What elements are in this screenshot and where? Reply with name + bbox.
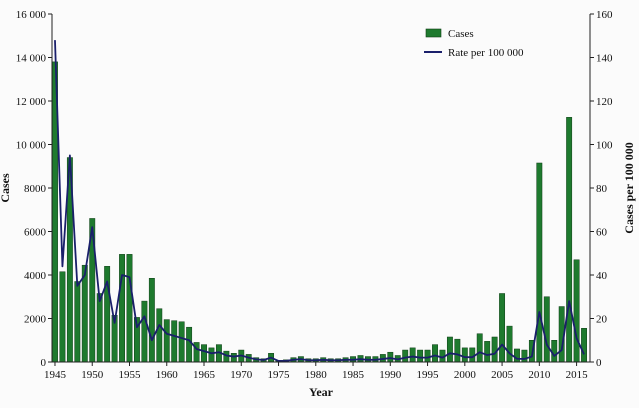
bar-1955 xyxy=(126,254,133,363)
bar-2007 xyxy=(514,348,520,363)
y-tick-label: 8000 xyxy=(24,183,47,195)
bar-1995 xyxy=(424,349,431,363)
y2-tick-label: 120 xyxy=(596,96,613,108)
bar-1969 xyxy=(230,353,237,363)
bar-1957 xyxy=(141,300,148,363)
y-tick-label: 0 xyxy=(41,357,47,369)
y-axis-title: Cases xyxy=(0,173,12,203)
x-tick-label: 2010 xyxy=(528,369,551,381)
y2-tick-label: 140 xyxy=(596,53,613,65)
bar-1996 xyxy=(432,344,438,363)
bar-1946 xyxy=(59,271,66,363)
y2-tick-label: 80 xyxy=(596,183,608,195)
bar-1949 xyxy=(81,264,88,363)
rate-line xyxy=(54,40,585,362)
rate-line-layer xyxy=(54,40,585,362)
bar-1963 xyxy=(186,326,193,363)
bar-1999 xyxy=(454,338,461,363)
legend-cases-swatch xyxy=(425,28,442,38)
y-tick-label: 4000 xyxy=(24,270,47,282)
x-tick-label: 1990 xyxy=(379,369,402,381)
x-tick-label: 1995 xyxy=(417,369,440,381)
bar-1964 xyxy=(193,342,200,363)
bar-1992 xyxy=(402,349,409,363)
bar-1962 xyxy=(178,321,185,363)
bar-1951 xyxy=(96,293,103,363)
x-tick-label: 1945 xyxy=(44,369,67,381)
bar-1954 xyxy=(119,254,125,363)
bar-1994 xyxy=(417,349,424,363)
y2-tick-label: 100 xyxy=(596,140,613,152)
bar-1966 xyxy=(208,347,215,363)
bar-1998 xyxy=(446,336,453,363)
bar-2016 xyxy=(581,328,587,363)
bar-2015 xyxy=(573,259,580,363)
x-tick-label: 1970 xyxy=(230,369,253,381)
bar-2011 xyxy=(543,296,550,363)
bar-2000 xyxy=(461,347,468,363)
bar-1961 xyxy=(171,320,178,363)
bar-1990 xyxy=(387,351,394,363)
legend-cases-label: Cases xyxy=(448,28,474,40)
y-tick-label: 14 000 xyxy=(16,53,47,65)
x-axis-title: Year xyxy=(309,385,334,399)
y2-tick-label: 60 xyxy=(596,227,608,239)
legend-rate-label: Rate per 100 000 xyxy=(448,47,524,59)
x-tick-label: 2005 xyxy=(491,369,514,381)
y2-axis-title: Cases per 100 000 xyxy=(622,142,636,233)
bar-2008 xyxy=(521,349,528,363)
bar-1959 xyxy=(156,308,163,363)
bar-1958 xyxy=(148,278,155,363)
bar-2014 xyxy=(566,117,573,363)
axes-layer xyxy=(51,14,591,363)
y2-tick-label: 20 xyxy=(596,314,608,326)
y-tick-label: 16 000 xyxy=(16,9,47,21)
bar-2010 xyxy=(536,162,543,363)
x-tick-label: 1985 xyxy=(342,369,365,381)
bar-1960 xyxy=(163,319,170,363)
x-tick-label: 1965 xyxy=(193,369,216,381)
x-tick-label: 2015 xyxy=(566,369,589,381)
bar-1948 xyxy=(74,281,81,363)
bar-1993 xyxy=(409,347,416,363)
bars-layer xyxy=(52,61,587,363)
y2-tick-label: 0 xyxy=(596,357,602,369)
bar-2004 xyxy=(491,336,498,363)
bar-2002 xyxy=(476,333,483,363)
y2-tick-label: 160 xyxy=(596,9,613,21)
x-tick-label: 1960 xyxy=(156,369,179,381)
x-tick-label: 1980 xyxy=(305,369,328,381)
bar-2003 xyxy=(484,341,491,363)
bar-1965 xyxy=(201,344,207,363)
ticks-layer: 1945 1950 1955 1960 1965 1970 1975 1980 1985 1990… xyxy=(16,9,613,381)
y-tick-label: 6000 xyxy=(24,227,47,239)
y-tick-label: 10 000 xyxy=(16,140,47,152)
y-tick-label: 12 000 xyxy=(16,96,47,108)
bar-2012 xyxy=(551,340,558,363)
x-tick-label: 1950 xyxy=(81,369,104,381)
x-tick-label: 1975 xyxy=(268,369,291,381)
y2-tick-label: 40 xyxy=(596,270,608,282)
y-tick-label: 2000 xyxy=(24,314,47,326)
bar-2006 xyxy=(506,325,513,363)
x-tick-label: 2000 xyxy=(454,369,477,381)
legend: Cases Rate per 100 000 xyxy=(424,28,524,59)
bar-2005 xyxy=(499,293,506,363)
x-tick-label: 1955 xyxy=(118,369,141,381)
